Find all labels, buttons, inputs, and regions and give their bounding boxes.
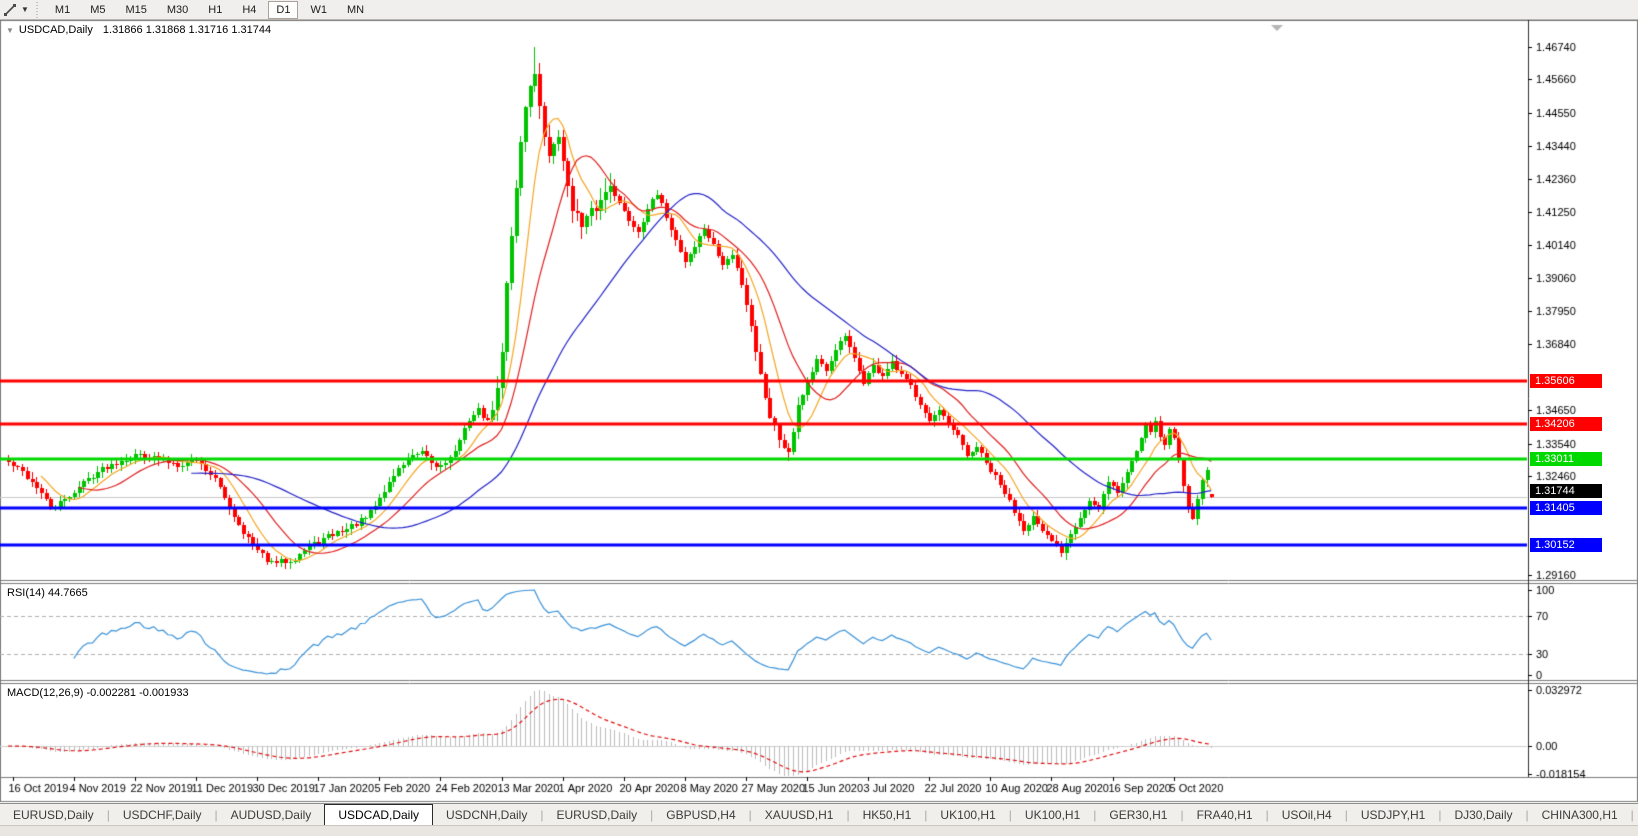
timeframe-button-M30[interactable]: M30 <box>166 3 189 16</box>
tab-separator: | <box>1008 807 1012 822</box>
tab-separator: | <box>1180 807 1184 822</box>
collapse-triangle-icon[interactable]: ▼ <box>6 25 14 35</box>
chart-tab-CHINA300-H1[interactable]: CHINA300,H1 <box>1541 807 1618 822</box>
chart-tab-FRA40-H1[interactable]: FRA40,H1 <box>1196 807 1253 822</box>
chart-tab-HK50-H1[interactable]: HK50,H1 <box>862 807 912 822</box>
tab-separator: | <box>748 807 752 822</box>
current-price-label: 1.31744 <box>1530 484 1602 498</box>
chart-window: ▼ USDCAD,Daily 1.31866 1.31868 1.31716 1… <box>0 20 1638 803</box>
tab-separator: | <box>1093 807 1097 822</box>
tab-separator: | <box>1630 807 1634 822</box>
chart-tab-USDCHF-Daily[interactable]: USDCHF,Daily <box>122 807 202 822</box>
timeframe-button-H1[interactable]: H1 <box>208 3 223 16</box>
top-toolbar: ▼ M1 M5 M15 M30 H1 H4 D1 W1 MN <box>0 0 1638 20</box>
trendline-tool-icon <box>4 3 16 16</box>
chart-tabs: EURUSD,Daily | USDCHF,Daily | AUDUSD,Daily US… <box>0 804 1638 825</box>
chart-ohlc-values: 1.31866 1.31868 1.31716 1.31744 <box>102 24 272 36</box>
chart-tab-USDJPY-H1[interactable]: USDJPY,H1 <box>1360 807 1426 822</box>
hline-price-label: 1.33011 <box>1530 452 1602 466</box>
chart-symbol-label: USDCAD,Daily <box>18 24 93 36</box>
timeframe-button-MN[interactable]: MN <box>346 3 365 16</box>
hline-price-label: 1.31405 <box>1530 501 1602 515</box>
chart-tab-AUDUSD-Daily[interactable]: AUDUSD,Daily <box>230 807 312 822</box>
chart-tab-USDCNH-Daily[interactable]: USDCNH,Daily <box>446 807 528 822</box>
dropdown-caret-icon: ▼ <box>21 5 29 14</box>
chart-tab-bar: EURUSD,Daily | USDCHF,Daily | AUDUSD,Daily US… <box>0 803 1638 825</box>
chart-tab-USOil-H4[interactable]: USOil,H4 <box>1281 807 1332 822</box>
trendline-tool-button[interactable]: ▼ <box>0 3 33 17</box>
chart-tab-EURUSD-Daily[interactable]: EURUSD,Daily <box>556 807 638 822</box>
rsi-indicator-label: RSI(14) 44.7665 <box>7 587 88 599</box>
chart-tab-EURUSD-Daily[interactable]: EURUSD,Daily <box>13 807 94 822</box>
tab-separator: | <box>106 807 110 822</box>
toolbar-grip <box>34 1 40 18</box>
tab-separator: | <box>214 807 218 822</box>
timeframe-button-group: M1 M5 M15 M30 H1 H4 D1 W1 MN <box>45 0 374 19</box>
timeframe-button-M5[interactable]: M5 <box>90 3 106 16</box>
price-chart-canvas[interactable] <box>0 20 1638 803</box>
hline-price-label: 1.30152 <box>1530 538 1602 552</box>
timeframe-button-D1[interactable]: D1 <box>268 0 299 19</box>
tab-separator: | <box>540 807 544 822</box>
chart-tab-UK100-H1[interactable]: UK100,H1 <box>940 807 996 822</box>
tab-separator: | <box>1438 807 1442 822</box>
tab-separator: | <box>1525 807 1529 822</box>
tab-separator: | <box>924 807 928 822</box>
hline-price-label: 1.35606 <box>1530 374 1602 388</box>
tab-separator: | <box>650 807 654 822</box>
chart-tab-USOil-H1[interactable]: USOil,H1 <box>1634 804 1638 825</box>
timeframe-button-W1[interactable]: W1 <box>310 3 327 16</box>
chart-tab-DJ30-Daily[interactable]: DJ30,Daily <box>1454 807 1513 822</box>
chart-tab-UK100-H1[interactable]: UK100,H1 <box>1024 807 1081 822</box>
chart-title: ▼ USDCAD,Daily 1.31866 1.31868 1.31716 1… <box>6 24 271 36</box>
window-bottom-strip <box>0 825 1638 836</box>
timeframe-button-M1[interactable]: M1 <box>54 3 71 16</box>
chart-tab-GBPUSD-H4[interactable]: GBPUSD,H4 <box>666 807 736 822</box>
tab-separator: | <box>1265 807 1269 822</box>
chart-tab-XAUUSD-H1[interactable]: XAUUSD,H1 <box>764 807 834 822</box>
timeframe-button-M15[interactable]: M15 <box>125 3 147 16</box>
hline-price-label: 1.34206 <box>1530 417 1602 431</box>
chart-tab-GER30-H1[interactable]: GER30,H1 <box>1109 807 1168 822</box>
tab-separator: | <box>1344 807 1348 822</box>
macd-indicator-label: MACD(12,26,9) -0.002281 -0.001933 <box>7 687 189 699</box>
tab-separator: | <box>846 807 850 822</box>
chart-tab-USDCAD-Daily[interactable]: USDCAD,Daily <box>324 804 433 825</box>
timeframe-button-H4[interactable]: H4 <box>242 3 257 16</box>
